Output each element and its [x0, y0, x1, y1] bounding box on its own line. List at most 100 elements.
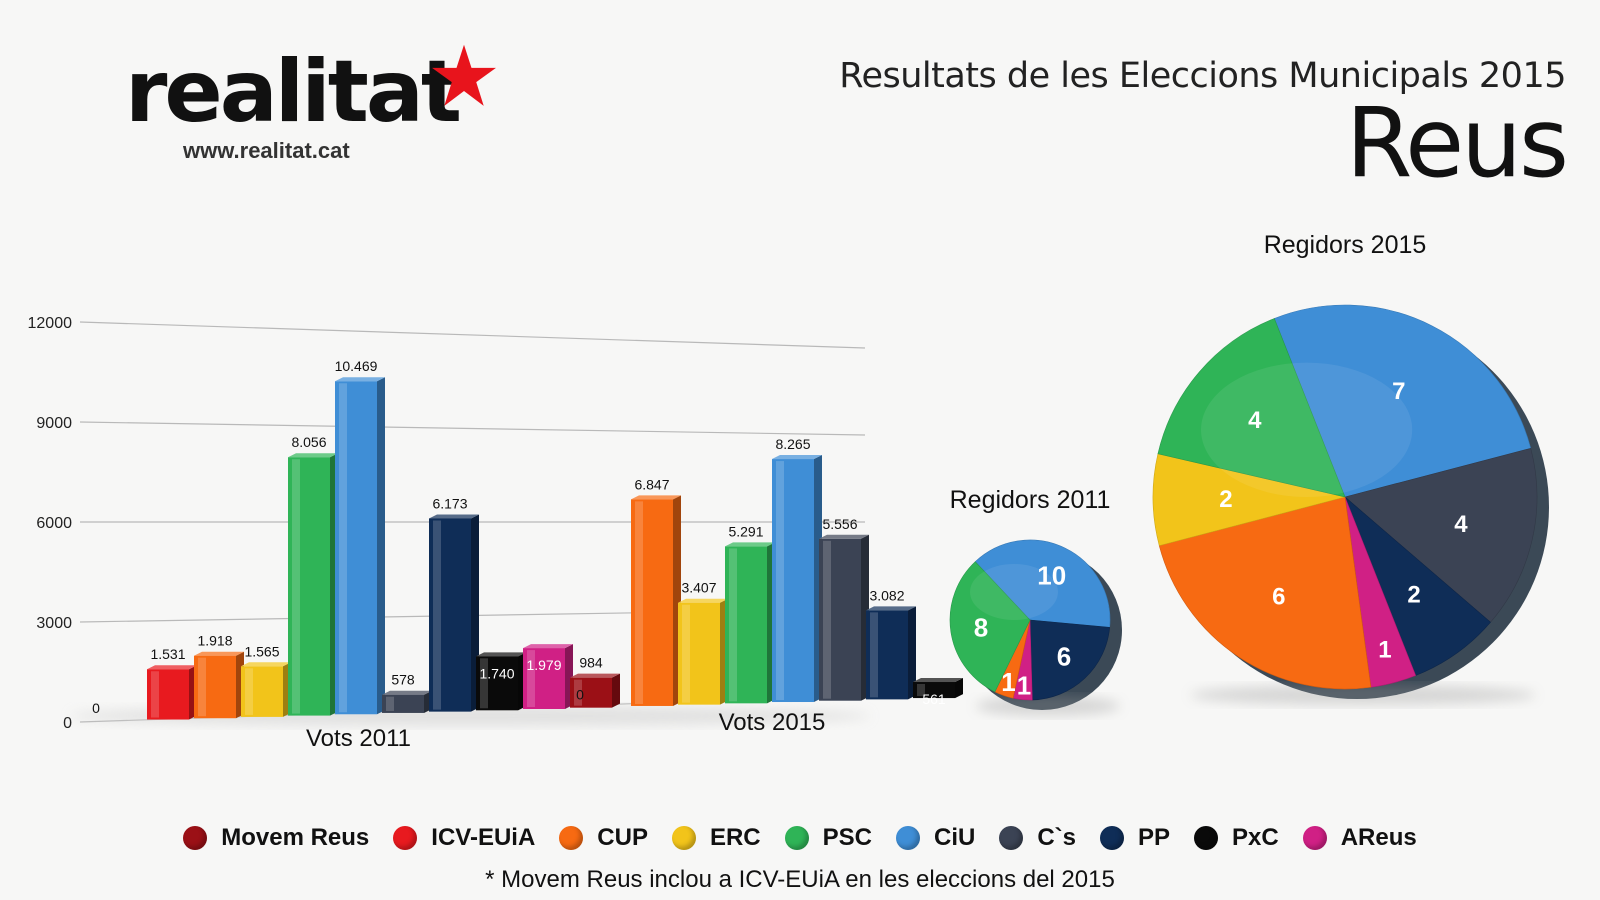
legend-item-erc: ERC [671, 824, 761, 852]
legend-swatch [896, 826, 920, 850]
bar-front [725, 546, 767, 704]
bar-value-label: 3.407 [681, 580, 716, 596]
pie-title: Regidors 2015 [1264, 231, 1427, 259]
y-tick-label: 3000 [36, 615, 72, 632]
legend-label: C`s [1037, 824, 1077, 851]
red-star-icon [432, 44, 496, 106]
bar-front [523, 648, 565, 709]
bar-top [772, 455, 822, 460]
legend-item-areus: AReus [1302, 824, 1417, 852]
bar-front [429, 518, 471, 712]
legend-swatch [183, 826, 208, 850]
bar-value-label: 1.565 [244, 643, 279, 659]
bar-highlight [917, 684, 925, 697]
bar-0-2: 1.918 [194, 633, 244, 719]
legend-item-psc: PSC [784, 824, 872, 852]
footnote: * Movem Reus inclou a ICV-EUiA en les el… [485, 866, 1115, 893]
group-label: Vots 2015 [719, 709, 826, 736]
brand-name: realitat [125, 42, 462, 142]
bar-1-4: 8.265 [772, 436, 822, 703]
bar-front [913, 682, 955, 699]
pie-slice-label: 6 [1057, 641, 1071, 671]
bar-highlight [151, 671, 159, 718]
bar-value-label: 3.082 [869, 587, 904, 603]
legend-label: ERC [709, 824, 761, 851]
legend: Movem Reus ICV-EUiA CUP ERC PSC CiU C`s PP PxC AR… [0, 824, 1600, 852]
bar-side [955, 678, 963, 699]
gridline [79, 321, 866, 349]
gridline [79, 421, 866, 436]
legend-swatch [559, 826, 584, 850]
bar-top [523, 644, 573, 649]
legend-item-cup: CUP [559, 824, 648, 852]
bar-highlight [480, 658, 488, 709]
bar-front [570, 677, 612, 708]
pie-slice-ciu [1273, 304, 1532, 498]
bar-value-label: 0 [92, 700, 100, 716]
pie-slice-label: 2 [1219, 486, 1232, 513]
legend-swatch [784, 826, 809, 850]
bar-highlight [386, 696, 394, 711]
y-tick-label: 9000 [36, 415, 72, 432]
bar-highlight [574, 679, 582, 706]
bar-value-label: 0 [576, 686, 584, 702]
bar-value-label: 8.056 [291, 434, 326, 450]
legend-item-movem: Movem Reus [183, 824, 369, 852]
pie-chart-2: 7 4 2 1 6 2 4 Regidors 2015 [1152, 231, 1549, 705]
bar-highlight [870, 612, 878, 698]
pie-slice-psc [949, 561, 1031, 693]
legend-item-ciu: CiU [896, 824, 975, 852]
bar-0-1: 1.531 [147, 646, 197, 720]
pie-slice-label: 10 [1037, 561, 1066, 591]
bar-top [241, 662, 291, 667]
pie-slice-label: 4 [1454, 511, 1468, 538]
bar-1-7: 561 [913, 678, 963, 707]
pie-title: Regidors 2011 [950, 486, 1111, 514]
legend-item-pxc: PxC [1194, 824, 1279, 852]
bar-highlight [339, 383, 347, 713]
pie-slice-label: 1 [1001, 667, 1015, 697]
bar-value-label: 10.469 [335, 358, 378, 374]
bar-highlight [776, 461, 784, 701]
legend-item-pp: PP [1100, 824, 1170, 852]
bar-1-1: 6.847 [631, 476, 681, 706]
bar-value-label: 561 [922, 691, 946, 707]
legend-swatch [1100, 826, 1125, 850]
brand-logo: realitat www.realitat.cat [125, 42, 505, 172]
bar-side [612, 673, 620, 708]
y-tick-label: 0 [63, 715, 72, 732]
bar-front [819, 538, 861, 701]
bar-front [382, 694, 424, 713]
legend-item-cs: C`s [999, 824, 1076, 852]
bar-side [908, 606, 916, 700]
bar-value-label: 578 [391, 672, 415, 688]
pie-slice-label: 1 [1017, 670, 1031, 700]
bar-top [382, 690, 432, 695]
bar-top [335, 377, 385, 382]
pie-slice-label: 4 [1248, 407, 1262, 434]
brand-url: www.realitat.cat [183, 138, 350, 163]
pie-gloss [970, 564, 1058, 620]
bar-front [241, 666, 283, 717]
bar-front [335, 381, 377, 715]
pie-gloss [1201, 362, 1413, 497]
bar-chart: 0 3000 6000 9000 12000 0 1.531 1.918 1.565 8.056 1… [28, 315, 963, 752]
page-title: Resultats de les Eleccions Municipals 20… [839, 56, 1566, 96]
bar-top [725, 542, 775, 547]
legend-swatch [1302, 826, 1327, 850]
pie-slice-cs [1344, 447, 1538, 623]
bar-highlight [433, 520, 441, 710]
bar-top [194, 651, 244, 656]
bar-top [288, 453, 338, 458]
bar-value-label: 6.847 [634, 476, 669, 492]
bar-top [631, 495, 681, 500]
bar-0-5: 10.469 [335, 358, 385, 715]
pie-slice-label: 7 [1392, 378, 1405, 405]
bar-1-5: 5.556 [819, 516, 869, 701]
bar-value-label: 5.556 [822, 516, 857, 532]
bar-0-10: 984 [570, 655, 620, 708]
bar-value-label: 1.531 [150, 646, 185, 662]
pie-slice-label: 8 [974, 613, 988, 643]
legend-label: PSC [822, 824, 872, 851]
